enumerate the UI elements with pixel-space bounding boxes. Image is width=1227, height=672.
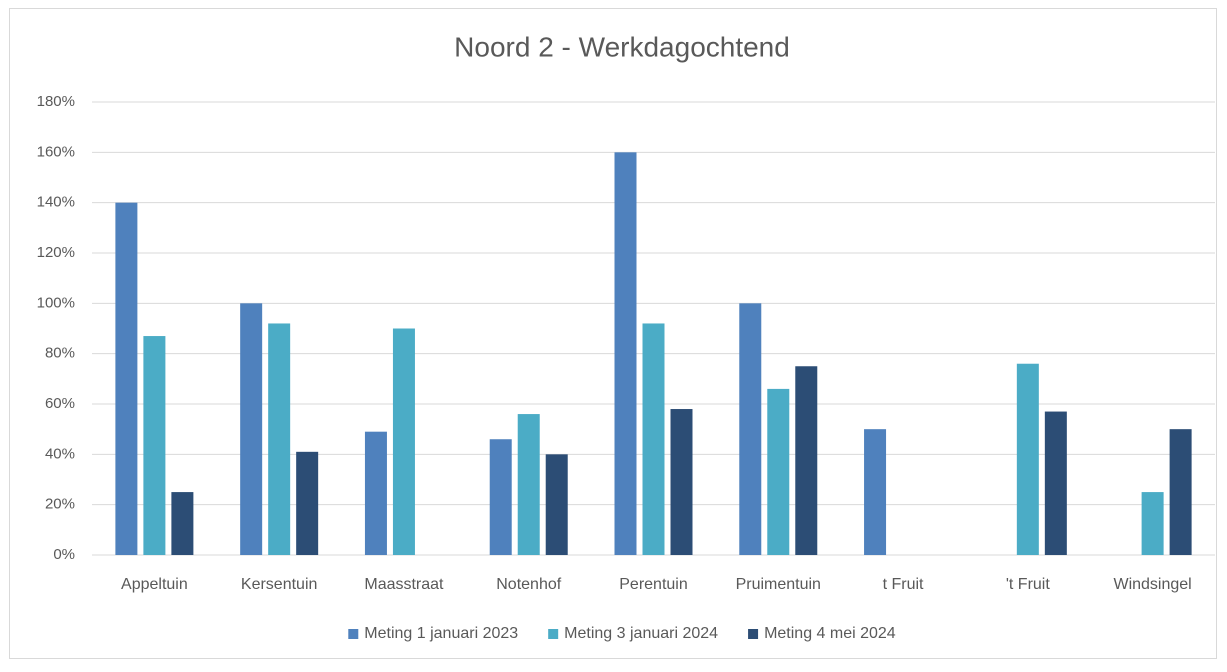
x-tick-label: Kersentuin xyxy=(241,576,318,593)
y-tick-label: 180% xyxy=(37,93,75,110)
bar xyxy=(364,431,387,555)
bar xyxy=(240,303,263,555)
bar xyxy=(1169,429,1192,555)
legend-swatch xyxy=(348,629,359,639)
legend-swatch xyxy=(548,629,559,639)
bar xyxy=(670,409,693,555)
bar xyxy=(1141,492,1164,555)
bar xyxy=(392,328,415,555)
x-tick-label: Perentuin xyxy=(619,576,688,593)
bar xyxy=(489,439,512,555)
bar xyxy=(517,414,540,555)
chart-title: Noord 2 - Werkdagochtend xyxy=(454,31,790,62)
bar xyxy=(143,336,166,555)
x-tick-label: Notenhof xyxy=(496,576,561,593)
x-tick-label: 't Fruit xyxy=(1006,576,1051,593)
legend-label: Meting 4 mei 2024 xyxy=(764,625,896,642)
x-tick-label: Appeltuin xyxy=(121,576,188,593)
x-tick-label: Pruimentuin xyxy=(736,576,821,593)
bar xyxy=(1044,411,1067,555)
x-tick-label: t Fruit xyxy=(883,576,924,593)
y-tick-label: 20% xyxy=(45,496,75,513)
y-tick-label: 80% xyxy=(45,345,75,362)
bar xyxy=(171,492,194,555)
legend-label: Meting 1 januari 2023 xyxy=(364,625,518,642)
bar xyxy=(795,366,818,555)
legend-label: Meting 3 januari 2024 xyxy=(564,625,718,642)
bar xyxy=(642,323,665,555)
bar xyxy=(767,388,790,555)
chart-border xyxy=(9,8,1217,659)
x-tick-label: Maasstraat xyxy=(364,576,444,593)
bar xyxy=(115,202,138,555)
y-tick-label: 40% xyxy=(45,445,75,462)
bar xyxy=(614,152,637,556)
bar xyxy=(268,323,291,555)
x-tick-label: Windsingel xyxy=(1113,576,1191,593)
y-tick-label: 60% xyxy=(45,395,75,412)
y-tick-label: 160% xyxy=(37,143,75,160)
y-tick-label: 140% xyxy=(37,194,75,211)
bar xyxy=(1016,363,1039,555)
y-tick-label: 100% xyxy=(37,294,75,311)
legend-swatch xyxy=(748,629,759,639)
y-tick-label: 0% xyxy=(53,546,75,563)
bar xyxy=(739,303,762,555)
bar xyxy=(545,454,568,555)
bar xyxy=(864,429,887,555)
bar xyxy=(296,451,319,555)
y-tick-label: 120% xyxy=(37,244,75,261)
